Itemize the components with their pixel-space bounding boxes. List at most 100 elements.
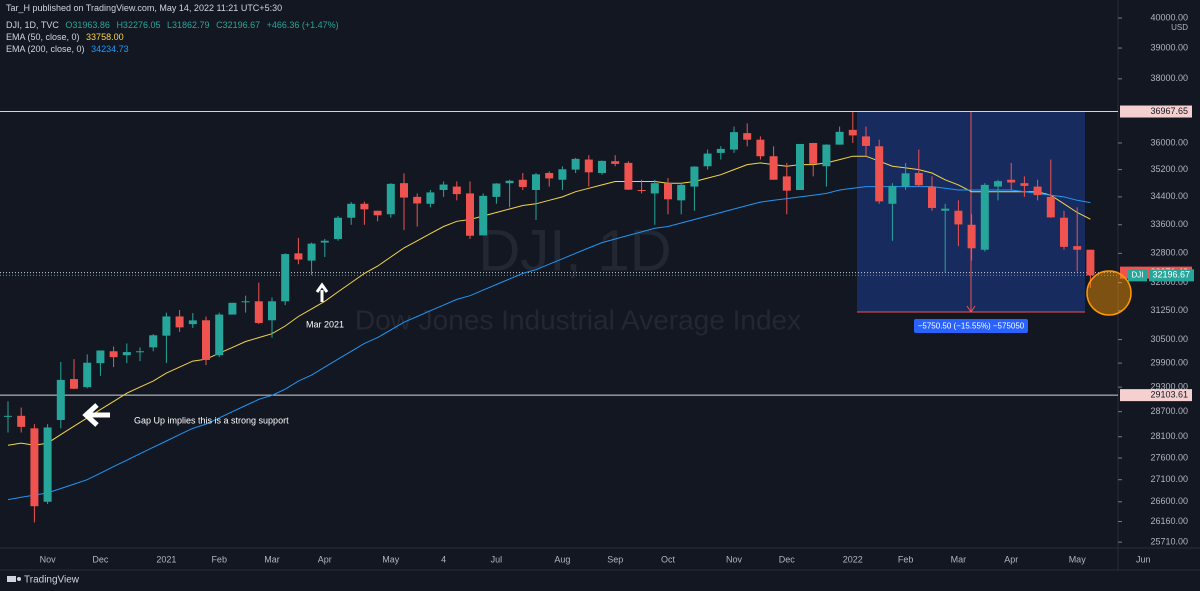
- y-tick-label: 33600.00: [1150, 219, 1188, 229]
- candle-body: [637, 189, 646, 191]
- candle-body: [505, 180, 514, 184]
- ohlc-change: +466.36 (+1.47%): [266, 20, 339, 30]
- legend-ema50: EMA (50, close, 0) 33758.00: [6, 32, 128, 42]
- candle-body: [30, 428, 39, 507]
- candle-body: [386, 183, 395, 215]
- candle-body: [307, 243, 316, 261]
- candle-body: [162, 316, 171, 336]
- candle-body: [532, 174, 540, 190]
- last-price-box: [1149, 269, 1194, 282]
- candle-body: [17, 415, 26, 427]
- y-tick-label: 25710.00: [1150, 537, 1188, 547]
- candle-body: [571, 158, 580, 170]
- candle-body: [928, 186, 936, 208]
- candle-body: [756, 139, 765, 157]
- candle-body: [796, 143, 804, 190]
- x-tick-label: Apr: [318, 554, 332, 564]
- candle-body: [175, 316, 184, 328]
- candle-body: [822, 144, 831, 167]
- candle-body: [70, 379, 78, 389]
- candle-body: [994, 181, 1002, 187]
- x-tick-label: 2022: [843, 554, 863, 564]
- candle-body: [1060, 217, 1068, 247]
- candle-body: [149, 335, 158, 348]
- y-tick-label: 38000.00: [1150, 73, 1188, 83]
- y-tick-label: 26600.00: [1150, 496, 1188, 506]
- x-tick-label: 2021: [156, 554, 176, 564]
- candle-body: [202, 320, 210, 360]
- candle-body: [545, 172, 554, 179]
- legend-main: DJI, 1D, TVC O31963.86 H32276.05 L31862.…: [6, 20, 343, 30]
- candle-body: [1033, 186, 1042, 196]
- y-tick-label: 26160.00: [1150, 516, 1188, 526]
- x-tick-label: Nov: [726, 554, 743, 564]
- candle-body: [875, 146, 884, 202]
- candle-body: [703, 153, 712, 167]
- candle-body: [479, 195, 488, 236]
- watermark-subtitle: Dow Jones Industrial Average Index: [355, 304, 801, 335]
- legend-value: 34234.73: [91, 44, 129, 54]
- watermark-title: DJI, 1D: [478, 218, 671, 283]
- last-tag: DJI: [1132, 270, 1144, 279]
- candle-body: [716, 148, 725, 153]
- candle-body: [241, 301, 250, 303]
- x-tick-label: Oct: [661, 554, 676, 564]
- candle-body: [690, 166, 699, 187]
- y-tick-label: 39000.00: [1150, 42, 1188, 52]
- tv-logo: [7, 576, 21, 582]
- symbol: DJI, 1D, TVC: [6, 20, 59, 30]
- candle-body: [347, 203, 356, 218]
- y-tick-label: 31250.00: [1150, 305, 1188, 315]
- y-tick-label: 28100.00: [1150, 431, 1188, 441]
- y-tick-label: 30500.00: [1150, 334, 1188, 344]
- x-tick-label: Aug: [554, 554, 570, 564]
- y-tick-label: 27600.00: [1150, 452, 1188, 462]
- candle-body: [848, 129, 857, 136]
- ohlc-open: O31963.86: [65, 20, 110, 30]
- x-tick-label: 4: [441, 554, 446, 564]
- candle-body: [664, 183, 672, 200]
- price-label-box: [1120, 105, 1192, 118]
- price-label-box: [1120, 389, 1192, 402]
- candle-body: [426, 192, 435, 204]
- candle-body: [360, 203, 369, 210]
- last-tag-box: [1128, 269, 1147, 282]
- candle-body: [492, 183, 501, 197]
- y-tick-label: 35200.00: [1150, 164, 1188, 174]
- x-tick-label: Apr: [1004, 554, 1018, 564]
- y-unit: USD: [1171, 23, 1188, 32]
- candle-body: [743, 133, 752, 140]
- ema-line: [7, 186, 1091, 501]
- candle-body: [413, 196, 422, 204]
- last-price-label: 32196.67: [1152, 270, 1190, 280]
- ohlc-low: L31862.79: [167, 20, 210, 30]
- candle-body: [43, 427, 52, 502]
- candle-body: [914, 172, 923, 186]
- x-tick-label: Feb: [898, 554, 914, 564]
- measure-arrowhead: [966, 305, 976, 313]
- y-tick-label: 36000.00: [1150, 137, 1188, 147]
- candle-body: [809, 142, 818, 164]
- candle-body: [83, 362, 92, 388]
- candle-body: [268, 301, 276, 321]
- candle-body: [136, 351, 144, 353]
- x-tick-label: Feb: [211, 554, 227, 564]
- candle-body: [1020, 183, 1029, 186]
- y-tick-label: 40000.00: [1150, 12, 1188, 22]
- candle-body: [281, 254, 290, 302]
- x-tick-label: May: [382, 554, 400, 564]
- candle-body: [56, 379, 65, 420]
- x-tick-label: Jul: [491, 554, 503, 564]
- candle-body: [862, 136, 870, 146]
- candle-body: [439, 184, 448, 190]
- candle-body: [584, 159, 593, 173]
- candle-body: [466, 193, 474, 236]
- candle-body: [730, 132, 738, 150]
- annotation-arrow: [315, 282, 329, 302]
- candle-body: [320, 240, 329, 243]
- candle-body: [1073, 246, 1082, 250]
- ohlc-high: H32276.05: [116, 20, 161, 30]
- ema-line: [7, 155, 1091, 446]
